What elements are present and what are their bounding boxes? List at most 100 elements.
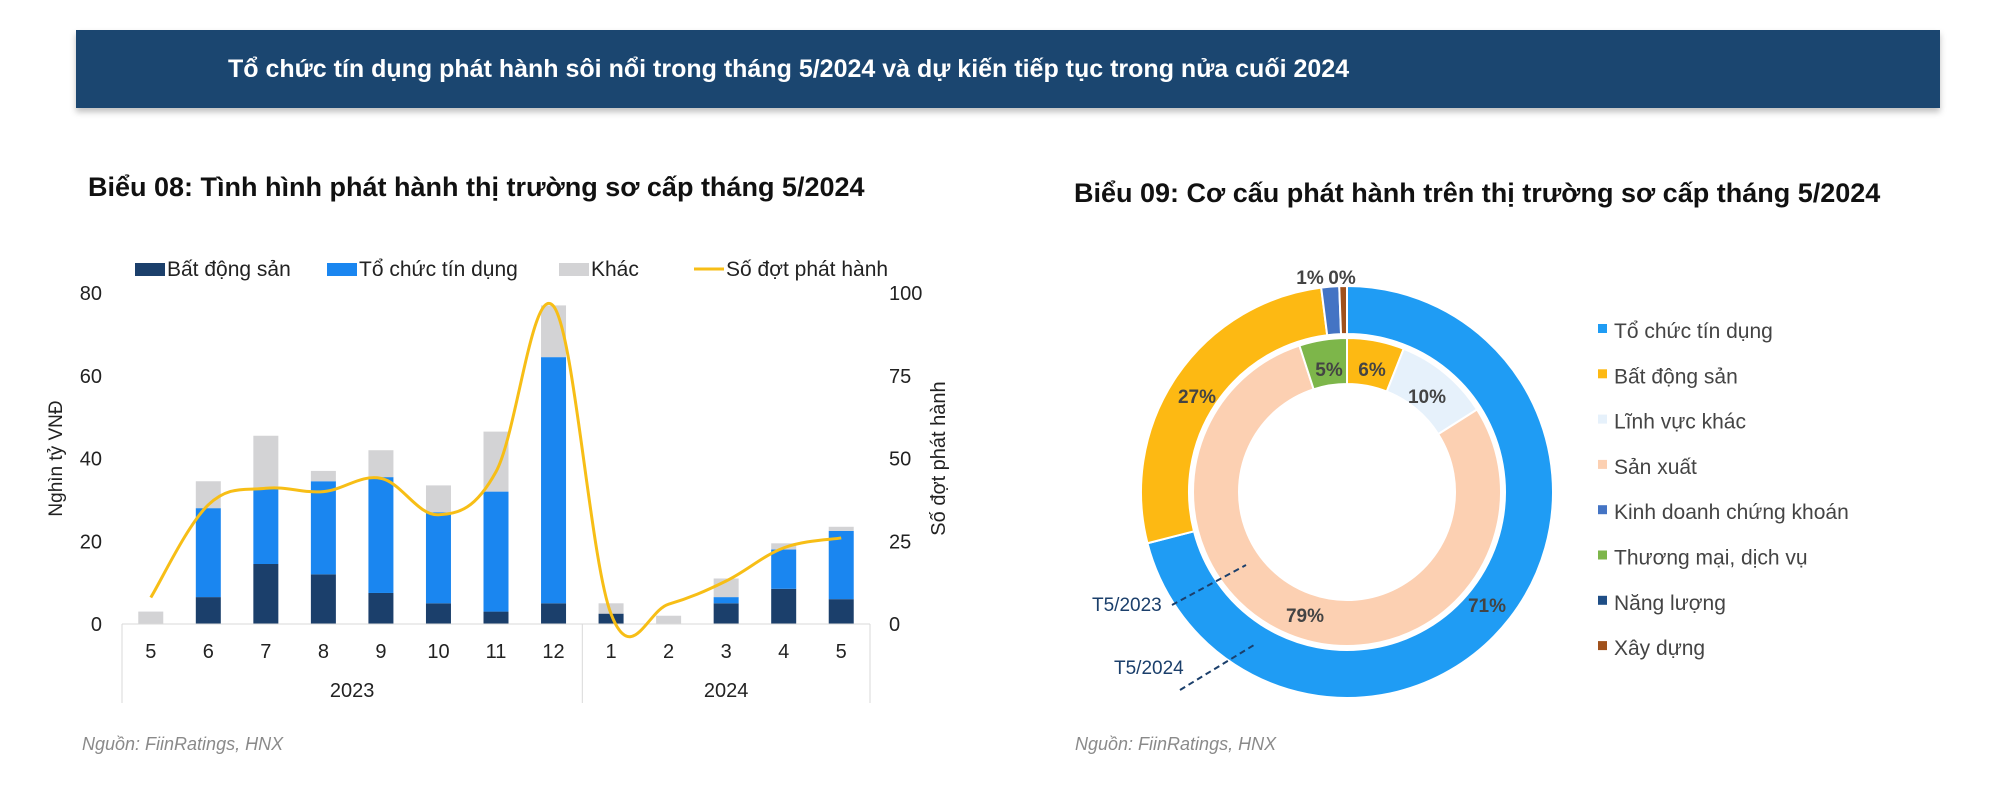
donut-label-inner-4: 79% [1286, 606, 1324, 627]
x-tick-label-11: 3 [721, 641, 732, 663]
x-tick-label-10: 2 [663, 641, 674, 663]
bar-1-12 [771, 588, 797, 624]
x-tick-label-3: 7 [260, 641, 271, 663]
legend09-label-4: Sản xuất [1614, 456, 1697, 479]
bar-2-12 [771, 549, 797, 589]
legend-swatch-3 [559, 263, 589, 276]
y-tick-label-2: 20 [80, 531, 102, 553]
legend09-swatch-1 [1598, 324, 1607, 333]
x-tick-label-9: 1 [606, 641, 617, 663]
bar-3-5 [368, 450, 394, 478]
bar-2-5 [368, 477, 394, 593]
bar-3-4 [310, 470, 336, 482]
x-tick-label-2: 6 [203, 641, 214, 663]
donut-label-outer-1: 71% [1468, 596, 1506, 617]
bar-1-11 [713, 603, 739, 624]
bar-2-13 [828, 530, 854, 600]
legend09-label-6: Thương mại, dịch vụ [1614, 547, 1808, 570]
legend-swatch-1 [135, 263, 165, 276]
bar-2-4 [310, 481, 336, 575]
bar-1-4 [310, 574, 336, 624]
bar-2-2 [195, 508, 221, 598]
y-tick-label-5: 80 [80, 283, 102, 305]
chart-09-title: Biểu 09: Cơ cấu phát hành trên thị trườn… [1074, 178, 1881, 208]
bar-2-7 [483, 491, 509, 612]
bar-3-7 [483, 431, 509, 492]
legend09-swatch-2 [1598, 369, 1607, 379]
banner-title: Tổ chức tín dụng phát hành sôi nổi trong… [228, 55, 1350, 83]
bar-3-6 [425, 485, 451, 513]
chart-08-title: Biểu 08: Tình hình phát hành thị trường … [88, 172, 865, 202]
bar-3-3 [253, 435, 279, 488]
bar-1-13 [828, 599, 854, 624]
donut-slice-outer-1 [1146, 284, 1554, 699]
donut-label-outer-8: 0% [1328, 268, 1356, 289]
source-note-left: Nguồn: FiinRatings, HNX [82, 734, 284, 754]
x-group-label-1: 2023 [330, 680, 375, 702]
x-group-label-2: 2024 [704, 680, 749, 702]
y-tick-label-1: 0 [91, 614, 102, 636]
source-note-right: Nguồn: FiinRatings, HNX [1075, 734, 1277, 754]
donut-label-inner-6: 5% [1315, 360, 1343, 381]
legend09-label-8: Xây dựng [1614, 637, 1705, 660]
header-banner: Tổ chức tín dụng phát hành sôi nổi trong… [76, 30, 1940, 108]
legend09-label-1: Tổ chức tín dụng [1614, 320, 1773, 343]
bar-2-3 [253, 487, 279, 565]
line-series-1 [149, 301, 842, 639]
legend09-label-5: Kinh doanh chứng khoán [1614, 501, 1849, 524]
legend09-swatch-5 [1598, 505, 1607, 515]
y-tick-label-4: 60 [80, 366, 102, 388]
y2-tick-label-4: 75 [889, 366, 911, 388]
leader-inner [1171, 564, 1247, 606]
legend-label-1: Bất động sản [167, 258, 291, 281]
bar-3-1 [138, 611, 164, 624]
y2-tick-label-5: 100 [889, 283, 922, 305]
bar-2-8 [541, 357, 567, 604]
bar-1-3 [253, 564, 279, 624]
bar-1-6 [425, 603, 451, 624]
bar-3-9 [598, 603, 624, 614]
legend-label-4: Số đợt phát hành [726, 258, 888, 281]
legend09-swatch-8 [1598, 641, 1607, 651]
donut-label-inner-2: 6% [1358, 360, 1386, 381]
y-axis-title: Nghìn tỷ VNĐ [46, 400, 67, 516]
ring-label-inner: T5/2023 [1092, 595, 1162, 616]
x-tick-label-6: 10 [427, 641, 449, 663]
bar-1-7 [483, 611, 509, 624]
legend09-label-3: Lĩnh vực khác [1614, 411, 1746, 434]
legend-label-3: Khác [591, 258, 639, 281]
legend09-label-2: Bất động sản [1614, 365, 1738, 388]
donut-label-inner-3: 10% [1408, 387, 1446, 408]
legend09-label-7: Năng lượng [1614, 592, 1726, 615]
x-tick-label-4: 8 [318, 641, 329, 663]
x-tick-label-12: 4 [778, 641, 789, 663]
x-tick-label-8: 12 [542, 641, 564, 663]
leader-outer [1179, 644, 1255, 691]
y2-tick-label-3: 50 [889, 449, 911, 471]
bar-1-5 [368, 592, 394, 624]
bar-2-11 [713, 597, 739, 604]
ring-label-outer: T5/2024 [1114, 658, 1184, 679]
bar-2-6 [425, 512, 451, 604]
x-tick-label-7: 11 [486, 641, 507, 663]
legend-swatch-2 [327, 263, 357, 276]
y2-tick-label-2: 25 [889, 531, 911, 553]
bar-1-9 [598, 613, 624, 624]
y2-tick-label-1: 0 [889, 614, 900, 636]
legend09-swatch-7 [1598, 595, 1607, 605]
legend09-swatch-6 [1598, 550, 1607, 560]
y2-axis-title: Số đợt phát hành [928, 381, 950, 535]
x-tick-label-13: 5 [836, 641, 847, 663]
bar-1-8 [541, 603, 567, 624]
x-tick-label-1: 5 [145, 641, 156, 663]
legend09-swatch-3 [1598, 414, 1607, 424]
bar-1-2 [195, 597, 221, 624]
x-tick-label-5: 9 [375, 641, 386, 663]
donut-slice-outer-8 [1338, 284, 1348, 336]
donut-label-outer-5: 1% [1296, 268, 1324, 289]
y-tick-label-3: 40 [80, 449, 102, 471]
donut-slice-inner-6 [1298, 336, 1348, 391]
bar-3-10 [656, 615, 682, 624]
donut-label-outer-2: 27% [1178, 387, 1216, 408]
